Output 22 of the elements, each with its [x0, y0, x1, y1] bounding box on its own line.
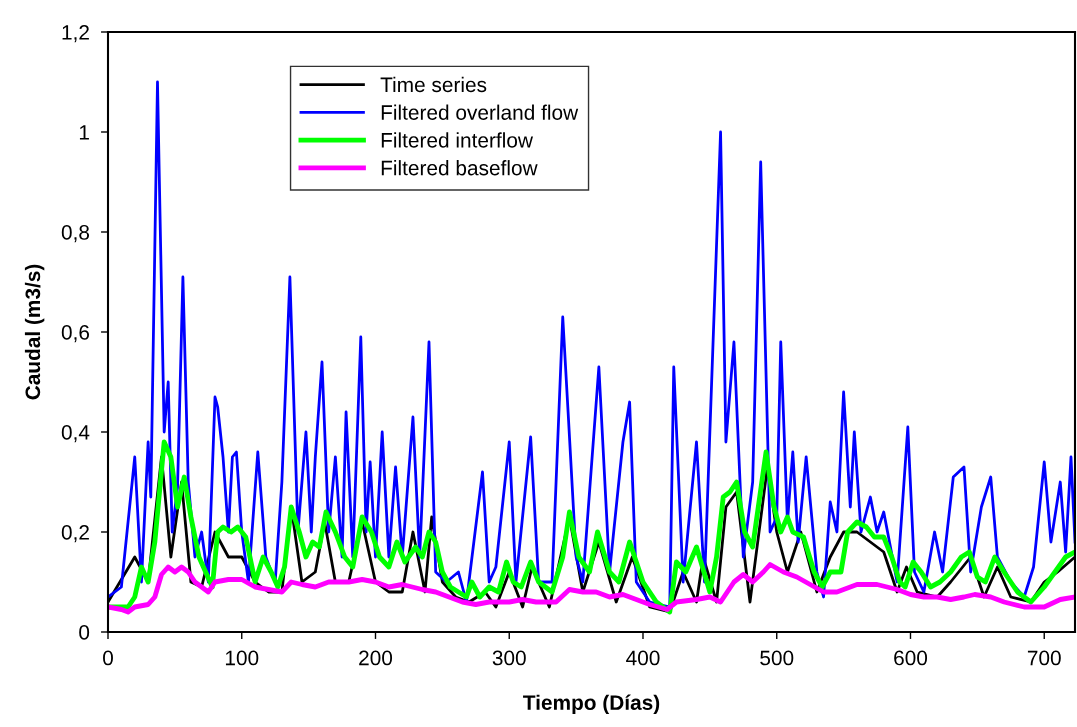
- legend-label: Time series: [380, 76, 487, 93]
- x-tick-label: 0: [103, 650, 113, 666]
- x-tick-label: 300: [492, 650, 526, 666]
- x-tick-label: 500: [760, 650, 794, 666]
- x-tick-label: 200: [359, 650, 393, 666]
- y-axis-title: Caudal (m3/s): [24, 264, 45, 400]
- y-tick-label: 1: [79, 125, 89, 140]
- x-axis-title: Tiempo (Días): [523, 694, 660, 715]
- y-tick-label: 0,6: [61, 325, 90, 343]
- line-series: [108, 562, 1075, 615]
- legend-label: Filtered interflow: [381, 132, 534, 148]
- y-tick-label: 0: [79, 625, 90, 640]
- legend-label: Filtered overland flow: [381, 104, 579, 120]
- x-tick-label: 400: [626, 650, 660, 666]
- x-tick-label: 100: [225, 650, 259, 666]
- legend-label: Filtered baseflow: [381, 160, 538, 176]
- x-tick-label: 700: [1027, 650, 1061, 666]
- y-tick-label: 0,8: [61, 225, 90, 243]
- y-tick-label: 0,2: [61, 525, 89, 543]
- x-tick-label: 600: [894, 650, 928, 666]
- y-tick-label: 1,2: [62, 25, 89, 43]
- y-tick-label: 0,4: [61, 425, 90, 443]
